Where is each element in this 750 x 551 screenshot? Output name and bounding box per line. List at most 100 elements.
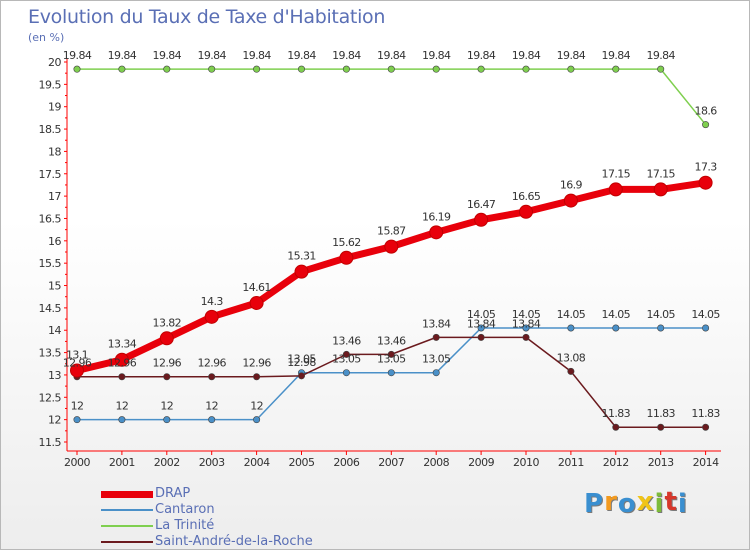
data-label-cantaron: 13.05 (287, 353, 316, 366)
data-point-la-trinit- (432, 65, 440, 73)
data-point-drap (429, 225, 444, 240)
data-label-cantaron: 12 (205, 400, 218, 413)
y-tick-label: 13.5 (39, 347, 62, 360)
data-point-cantaron (163, 416, 171, 424)
data-label-drap: 15.31 (287, 250, 316, 263)
data-point-drap (474, 212, 489, 227)
data-point-la-trinit- (163, 65, 171, 73)
x-tick-label: 2005 (289, 456, 315, 469)
data-point-la-trinit- (387, 65, 395, 73)
logo-letter: r (604, 487, 618, 517)
data-label-saint-andr-de-la-roche: 12.98 (287, 356, 316, 369)
data-point-drap (204, 309, 219, 324)
legend-item-la-trinit-: La Trinité (101, 518, 361, 534)
data-label-la-trinit-: 19.84 (332, 49, 361, 62)
data-point-drap (653, 182, 668, 197)
data-label-drap: 17.15 (602, 167, 631, 180)
data-label-cantaron: 14.05 (512, 308, 541, 321)
data-point-la-trinit- (477, 65, 485, 73)
data-point-drap (384, 239, 399, 254)
legend-label-la-trinit-: La Trinité (155, 518, 215, 533)
x-tick-label: 2008 (423, 456, 449, 469)
data-point-la-trinit- (702, 121, 710, 129)
data-label-la-trinit-: 19.84 (108, 49, 137, 62)
data-point-la-trinit- (297, 65, 305, 73)
y-tick-label: 17 (48, 190, 61, 203)
data-label-drap: 14.3 (201, 295, 224, 308)
legend-swatch-la-trinit- (101, 525, 153, 527)
legend-label-drap: DRAP (155, 486, 191, 501)
y-tick-label: 13 (48, 369, 61, 382)
y-tick-label: 12 (48, 414, 61, 427)
legend-swatch-drap (101, 491, 153, 498)
legend-item-drap: DRAP (101, 486, 361, 502)
data-point-saint-andr-de-la-roche (253, 373, 261, 381)
data-point-la-trinit- (73, 65, 81, 73)
data-point-saint-andr-de-la-roche (612, 423, 620, 431)
data-label-la-trinit-: 19.84 (153, 49, 182, 62)
data-label-saint-andr-de-la-roche: 12.96 (197, 357, 226, 370)
x-tick-label: 2000 (64, 456, 90, 469)
data-label-drap: 13.1 (66, 348, 88, 361)
data-label-saint-andr-de-la-roche: 13.46 (377, 334, 406, 347)
data-label-saint-andr-de-la-roche: 12.96 (242, 357, 271, 370)
legend-label-saint-andr-de-la-roche: Saint-André-de-la-Roche (155, 534, 313, 549)
data-point-la-trinit- (253, 65, 261, 73)
data-point-cantaron (253, 416, 261, 424)
logo-letter: o (617, 489, 637, 519)
data-label-la-trinit-: 18.6 (695, 105, 718, 118)
y-tick-label: 19.5 (39, 78, 62, 91)
legend-label-cantaron: Cantaron (155, 502, 215, 517)
data-point-saint-andr-de-la-roche (567, 367, 575, 375)
data-label-cantaron: 14.05 (691, 308, 720, 321)
data-label-cantaron: 13.05 (422, 353, 451, 366)
data-point-drap (114, 352, 129, 367)
data-label-cantaron: 14.05 (602, 308, 631, 321)
data-label-saint-andr-de-la-roche: 11.83 (602, 407, 631, 420)
data-point-saint-andr-de-la-roche (522, 333, 530, 341)
data-point-cantaron (522, 324, 530, 332)
data-point-drap (249, 295, 264, 310)
logo-letter: x (636, 487, 655, 517)
chart-title: Evolution du Taux de Taxe d'Habitation (28, 6, 386, 28)
data-label-drap: 16.19 (422, 210, 451, 223)
data-label-la-trinit-: 19.84 (377, 49, 406, 62)
data-point-drap (159, 331, 174, 346)
data-label-la-trinit-: 19.84 (557, 49, 586, 62)
data-label-la-trinit-: 19.84 (646, 49, 675, 62)
data-point-saint-andr-de-la-roche (432, 333, 440, 341)
x-tick-label: 2004 (244, 456, 270, 469)
data-label-saint-andr-de-la-roche: 13.84 (422, 317, 451, 330)
y-tick-label: 19 (48, 101, 61, 114)
data-point-cantaron (387, 369, 395, 377)
data-label-saint-andr-de-la-roche: 11.83 (691, 407, 720, 420)
legend-item-cantaron: Cantaron (101, 502, 361, 518)
data-label-saint-andr-de-la-roche: 13.08 (557, 351, 586, 364)
data-label-cantaron: 12 (160, 400, 173, 413)
x-tick-label: 2002 (154, 456, 180, 469)
data-label-saint-andr-de-la-roche: 12.96 (63, 357, 92, 370)
data-label-saint-andr-de-la-roche: 13.46 (332, 334, 361, 347)
data-point-saint-andr-de-la-roche (702, 423, 710, 431)
data-label-cantaron: 12 (71, 400, 84, 413)
data-point-la-trinit- (612, 65, 620, 73)
data-point-saint-andr-de-la-roche (342, 350, 350, 358)
x-tick-label: 2011 (558, 456, 584, 469)
data-point-la-trinit- (118, 65, 126, 73)
data-label-drap: 13.34 (108, 338, 137, 351)
y-tick-label: 20 (48, 56, 61, 69)
data-label-cantaron: 14.05 (557, 308, 586, 321)
y-tick-label: 14.5 (39, 302, 62, 315)
data-label-drap: 15.62 (332, 236, 361, 249)
y-tick-label: 16.5 (39, 212, 62, 225)
data-point-la-trinit- (208, 65, 216, 73)
y-tick-label: 18.5 (39, 123, 62, 136)
data-point-drap (608, 182, 623, 197)
data-point-saint-andr-de-la-roche (118, 373, 126, 381)
chart-subtitle: (en %) (28, 31, 65, 44)
proxiti-logo: Proxiti (584, 487, 688, 519)
x-tick-label: 2007 (378, 456, 404, 469)
data-label-la-trinit-: 19.84 (242, 49, 271, 62)
